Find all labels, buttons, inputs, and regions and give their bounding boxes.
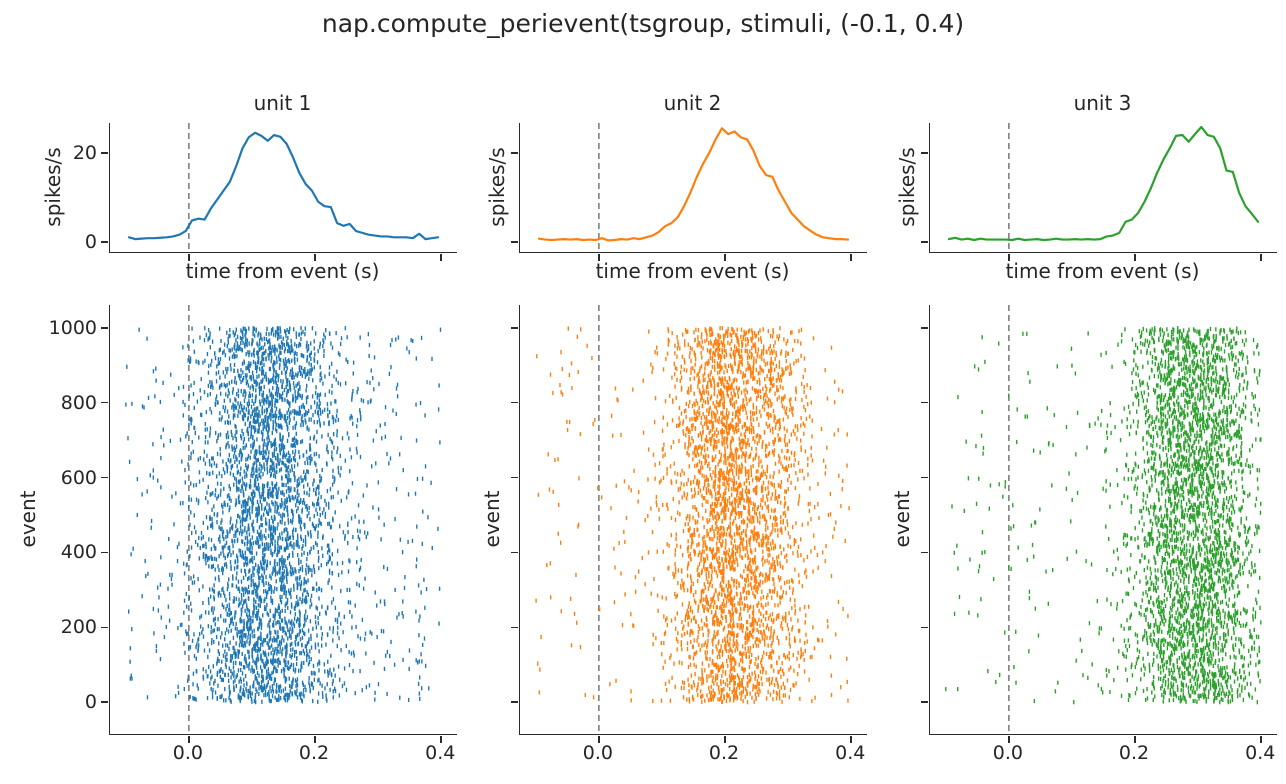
y-tick-mark	[511, 327, 518, 329]
x-tick-mark	[1008, 254, 1010, 261]
psth-axes-unit-2	[511, 123, 867, 261]
y-tick-mark	[921, 401, 928, 404]
subplot-title-unit-2: unit 2	[663, 91, 722, 115]
x-tick-mark	[188, 254, 190, 261]
raster-axes-unit-1	[101, 305, 457, 743]
y-tick-label: 800	[60, 391, 97, 414]
y-tick-label: 600	[60, 466, 97, 489]
raster-plot-unit-1	[110, 305, 457, 734]
psth-plot-unit-2	[520, 123, 867, 252]
x-tick-mark	[1260, 254, 1263, 261]
y-tick-mark	[101, 551, 108, 554]
psth-axes-unit-3	[921, 123, 1277, 261]
x-tick-mark	[440, 736, 443, 743]
y-tick-label: 1000	[48, 316, 97, 339]
subplot-title-unit-3: unit 3	[1073, 91, 1132, 115]
psth-xlabel-unit-1: time from event (s)	[185, 259, 380, 283]
x-tick-label: 0.0	[172, 742, 203, 764]
raster-ylabel-unit-1: event	[16, 490, 40, 548]
y-tick-mark	[511, 240, 518, 243]
psth-plot-unit-1	[110, 123, 457, 252]
y-tick-mark	[921, 152, 928, 154]
x-tick-label: 0.0	[992, 742, 1023, 764]
raster-plot-unit-3	[930, 305, 1277, 734]
y-tick-label: 0	[84, 691, 97, 714]
x-tick-label: 0.2	[298, 742, 330, 764]
y-tick-mark	[511, 401, 518, 404]
x-tick-mark	[440, 254, 443, 261]
figure-title: nap.compute_perievent(tsgroup, stimuli, …	[321, 9, 965, 38]
psth-ylabel-unit-3: spikes/s	[895, 147, 919, 227]
y-tick-mark	[101, 701, 108, 703]
x-tick-mark	[724, 736, 726, 743]
y-tick-mark	[921, 626, 928, 629]
y-tick-mark	[921, 240, 928, 243]
y-tick-mark	[511, 701, 518, 703]
psth-xlabel-unit-2: time from event (s)	[595, 259, 790, 283]
x-tick-mark	[724, 254, 726, 261]
psth-axes-unit-1	[101, 123, 457, 261]
y-tick-label: 200	[60, 616, 97, 639]
psth-plot-unit-3	[930, 123, 1277, 252]
psth-ylabel-unit-2: spikes/s	[485, 147, 509, 227]
x-tick-mark	[314, 736, 316, 743]
x-tick-mark	[1008, 736, 1010, 743]
y-tick-label: 20	[72, 141, 97, 164]
x-tick-label: 0.4	[1245, 742, 1276, 764]
x-tick-mark	[850, 254, 853, 261]
raster-ylabel-unit-3: event	[890, 490, 914, 548]
y-tick-mark	[921, 701, 928, 703]
y-tick-label: 400	[60, 541, 97, 564]
subplot-title-unit-1: unit 1	[253, 91, 312, 115]
x-tick-label: 0.4	[425, 742, 456, 764]
x-tick-mark	[850, 736, 853, 743]
y-tick-mark	[101, 476, 108, 479]
y-tick-mark	[101, 401, 108, 404]
y-tick-mark	[101, 327, 108, 329]
y-tick-mark	[921, 551, 928, 554]
psth-xlabel-unit-3: time from event (s)	[1005, 259, 1200, 283]
raster-plot-unit-2	[520, 305, 867, 734]
y-tick-label: 0	[84, 230, 97, 253]
x-tick-label: 0.2	[708, 742, 740, 764]
y-tick-mark	[511, 551, 518, 554]
y-tick-mark	[511, 626, 518, 629]
x-tick-mark	[598, 736, 600, 743]
x-tick-mark	[1134, 736, 1136, 743]
x-tick-mark	[314, 254, 316, 261]
y-tick-mark	[101, 152, 108, 154]
x-tick-mark	[1134, 254, 1136, 261]
y-tick-mark	[921, 327, 928, 329]
raster-axes-unit-3	[921, 305, 1277, 743]
y-tick-mark	[101, 240, 108, 243]
raster-axes-unit-2	[511, 305, 867, 743]
y-tick-mark	[511, 152, 518, 154]
y-tick-mark	[101, 626, 108, 629]
y-tick-mark	[511, 476, 518, 479]
raster-ylabel-unit-2: event	[480, 490, 504, 548]
x-tick-mark	[1260, 736, 1263, 743]
y-tick-mark	[921, 476, 928, 479]
x-tick-label: 0.2	[1118, 742, 1150, 764]
x-tick-label: 0.0	[582, 742, 613, 764]
x-tick-mark	[598, 254, 600, 261]
x-tick-label: 0.4	[835, 742, 866, 764]
x-tick-mark	[188, 736, 190, 743]
